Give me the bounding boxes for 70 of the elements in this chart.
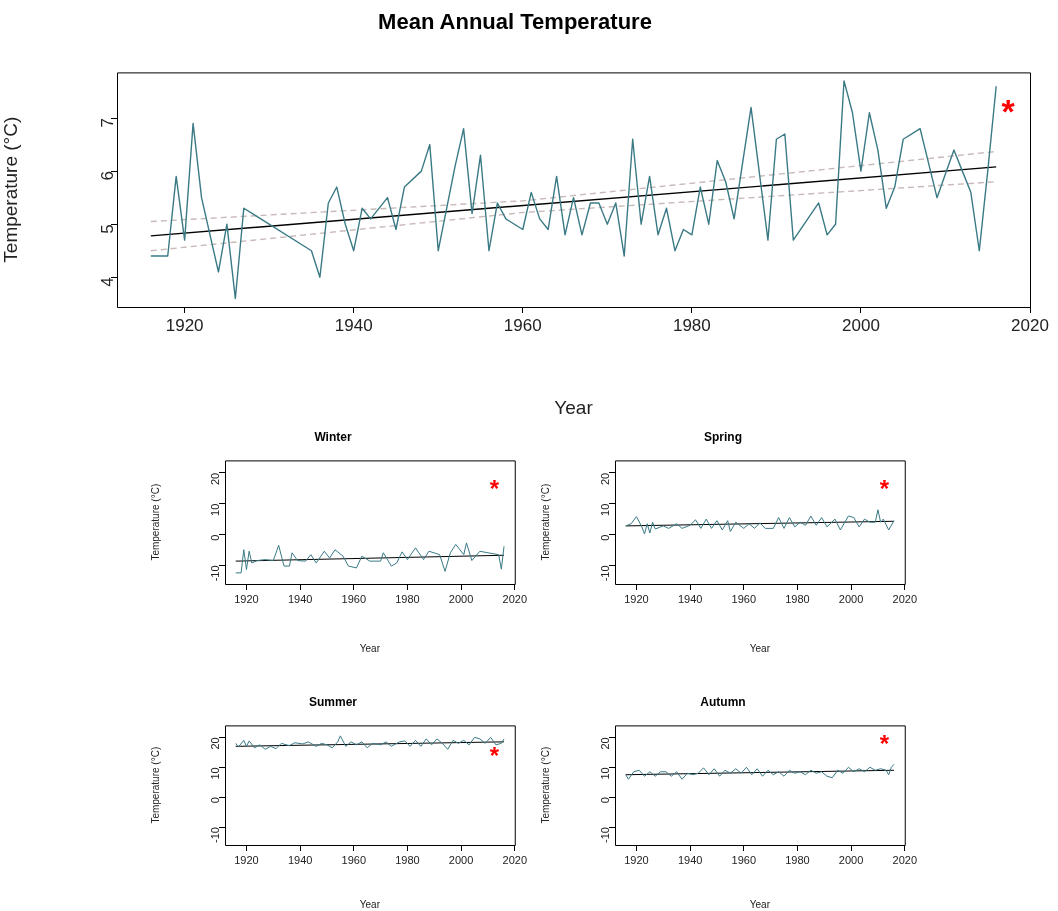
x-tick-label: 1920 (624, 853, 649, 866)
y-tick-label: 20 (599, 737, 612, 750)
y-tick-label: 0 (599, 797, 612, 804)
x-tick-label: 1960 (731, 592, 757, 605)
y-tick-label: 0 (209, 797, 222, 804)
x-axis-title: Year (749, 642, 771, 654)
y-tick-label: 10 (599, 503, 612, 516)
x-axis-title: Year (359, 898, 381, 910)
x-axis-title: Year (749, 898, 771, 910)
x-tick-label: 1980 (785, 592, 810, 605)
x-tick-label: 2000 (842, 315, 880, 335)
y-tick-label: 0 (599, 534, 612, 541)
y-tick-label: -10 (209, 827, 222, 843)
y-tick-label: 20 (209, 737, 222, 750)
x-tick-label: 1940 (287, 592, 313, 605)
x-tick-label: 1920 (624, 592, 649, 605)
x-tick-label: 1920 (165, 315, 204, 335)
y-axis-title: Temperature (°C) (149, 746, 161, 824)
x-tick-label: 1960 (503, 315, 542, 335)
x-tick-label: 2020 (892, 592, 918, 605)
x-tick-label: 1980 (395, 592, 420, 605)
y-tick-label: 4 (97, 277, 117, 287)
chart-title: Winter (314, 429, 352, 444)
y-axis-title: Temperature (°C) (149, 483, 161, 561)
chart-title: Summer (308, 694, 358, 709)
chart-title: Mean Annual Temperature (378, 9, 652, 35)
x-tick-label: 2020 (502, 853, 528, 866)
x-axis-title: Year (554, 396, 594, 418)
annotation: * (489, 742, 500, 770)
y-tick-label: 5 (97, 224, 117, 234)
y-tick-label: -10 (599, 827, 612, 843)
x-tick-label: 1960 (341, 853, 367, 866)
y-axis-title: Temperature (°C) (0, 116, 21, 263)
annotation: * (879, 730, 890, 758)
x-tick-label: 1940 (334, 315, 373, 335)
x-tick-label: 1980 (785, 853, 810, 866)
y-tick-label: 10 (599, 767, 612, 780)
y-tick-label: 6 (97, 171, 117, 181)
x-tick-label: 2020 (1011, 315, 1049, 335)
x-tick-label: 1940 (287, 853, 313, 866)
x-tick-label: 1920 (234, 592, 259, 605)
x-tick-label: 2020 (502, 592, 528, 605)
x-tick-label: 1920 (234, 853, 259, 866)
x-tick-label: 1940 (677, 853, 703, 866)
x-tick-label: 2000 (448, 592, 474, 605)
y-axis-title: Temperature (°C) (539, 483, 551, 561)
x-tick-label: 1960 (731, 853, 757, 866)
y-tick-label: 20 (599, 472, 612, 486)
x-axis-title: Year (359, 642, 381, 654)
chart-title: Spring (704, 429, 742, 444)
chart-title: Autumn (700, 694, 746, 709)
y-tick-label: 10 (209, 503, 222, 516)
y-tick-label: -10 (209, 565, 222, 582)
y-tick-label: 20 (209, 472, 222, 486)
y-tick-label: -10 (599, 565, 612, 582)
y-tick-label: 0 (209, 534, 222, 541)
x-tick-label: 1980 (395, 853, 420, 866)
y-axis-title: Temperature (°C) (539, 746, 551, 824)
x-tick-label: 2000 (838, 592, 864, 605)
x-tick-label: 1960 (341, 592, 367, 605)
x-tick-label: 1980 (672, 315, 711, 335)
annotation: * (489, 474, 500, 502)
x-tick-label: 2020 (892, 853, 918, 866)
annotation: * (1001, 92, 1016, 131)
x-tick-label: 2000 (838, 853, 864, 866)
annotation: * (879, 474, 890, 502)
x-tick-label: 2000 (448, 853, 474, 866)
y-tick-label: 7 (97, 118, 117, 128)
x-tick-label: 1940 (677, 592, 703, 605)
y-tick-label: 10 (209, 767, 222, 780)
